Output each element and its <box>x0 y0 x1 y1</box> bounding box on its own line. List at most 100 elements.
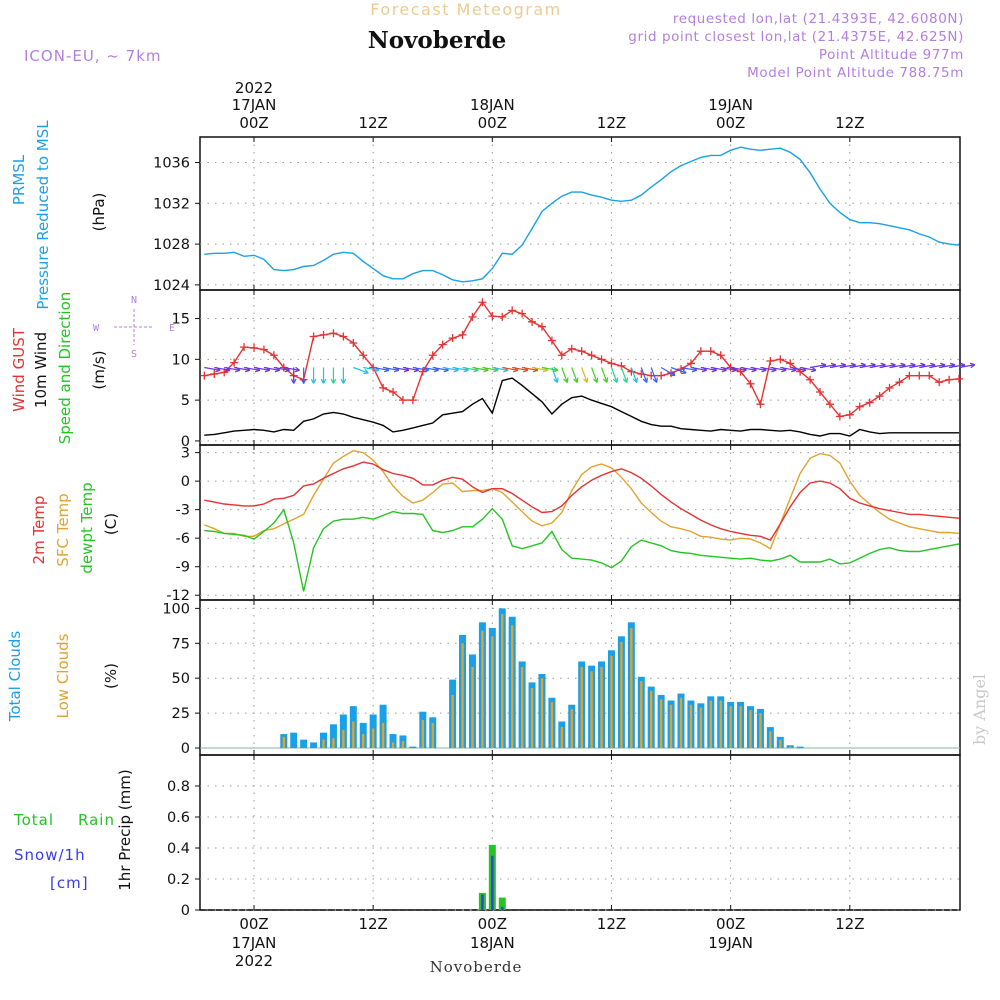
pressure-label: PRMSL <box>10 154 28 205</box>
gust-label: Wind GUST <box>10 327 28 412</box>
low-cloud-bar <box>371 728 375 749</box>
low-cloud-bar <box>769 731 772 749</box>
gust-marker <box>657 371 666 380</box>
bottom-time-label: 00Z <box>239 915 268 933</box>
snow-unit-label: [cm] <box>50 874 89 892</box>
gust-marker <box>885 383 894 392</box>
watermark: by Angel <box>970 674 989 745</box>
wind-arrow <box>650 367 658 383</box>
gust-marker <box>607 359 616 368</box>
wind-arrow <box>620 367 629 383</box>
low-cloud-bar <box>640 680 643 749</box>
snow-bar <box>491 855 494 910</box>
gust-marker <box>597 355 606 364</box>
gust-marker <box>756 400 765 409</box>
product-title: Forecast Meteogram <box>370 0 561 19</box>
total-cloud-bar <box>389 734 397 749</box>
gust-marker <box>518 309 527 318</box>
gust-marker <box>468 312 477 321</box>
y-tick-label: 100 <box>162 601 190 617</box>
top-time-label: 00Z <box>478 114 507 132</box>
low-cloud-bar <box>709 700 712 749</box>
low-cloud-bar <box>689 704 693 749</box>
top-time-label: 12Z <box>358 114 387 132</box>
wind-arrow <box>551 367 559 383</box>
low-cloud-bar <box>759 713 762 749</box>
wind-arrow <box>591 367 599 383</box>
gust-marker <box>845 410 854 419</box>
gust-marker <box>329 329 338 338</box>
sfc-temp-label: SFC Temp <box>54 493 72 566</box>
y-tick-label: 0 <box>181 434 190 450</box>
bottom-time-label: 00Z <box>716 915 745 933</box>
gust-marker <box>557 351 566 360</box>
gust-marker <box>537 322 546 331</box>
low-cloud-bar <box>540 678 544 749</box>
low-cloud-bar <box>699 707 703 749</box>
y-tick-label: -6 <box>176 531 190 547</box>
total-cloud-bar <box>329 724 337 749</box>
grid-point: grid point closest lon,lat (21.4375E, 42… <box>628 29 964 45</box>
panel-clouds: 0 25 50 75 100 <box>162 599 961 757</box>
gust-marker <box>309 332 318 341</box>
pressure-line <box>204 146 960 283</box>
low-cloud-bar <box>659 699 663 749</box>
low-cloud-bar <box>580 667 583 749</box>
location-title: Novoberde <box>368 27 507 54</box>
low-cloud-bar <box>501 613 504 749</box>
snow-bar <box>481 894 484 910</box>
gust-marker <box>915 371 924 380</box>
low-cloud-bar <box>729 706 732 749</box>
bottom-time-label: 12Z <box>597 915 626 933</box>
low-cloud-bar <box>570 708 573 749</box>
top-date-label: 17JAN <box>232 96 277 114</box>
rain-label: Rain <box>78 811 115 829</box>
y-tick-label: -9 <box>176 560 190 576</box>
low-cloud-bar <box>461 643 464 749</box>
total-cloud-bar <box>300 739 308 749</box>
wind-label: 10m Wind <box>32 332 50 408</box>
y-tick-label: 0.6 <box>167 810 190 826</box>
gust-marker <box>696 347 705 356</box>
gust-marker <box>398 396 407 405</box>
gust-marker <box>359 351 368 360</box>
gust-marker <box>508 306 517 315</box>
gust-marker <box>259 345 268 354</box>
gust-marker <box>408 396 417 405</box>
wind-unit: (m/s) <box>90 350 108 389</box>
gust-marker <box>488 312 497 321</box>
snow-label: Snow/1h <box>14 846 86 864</box>
gust-marker <box>547 336 556 345</box>
low-cloud-bar <box>590 671 593 749</box>
gust-marker <box>825 400 834 409</box>
gust-marker <box>269 351 278 360</box>
dewpt-label: dewpt Temp <box>78 482 96 573</box>
rain-bar <box>498 897 506 910</box>
low-cloud-bar <box>749 710 752 749</box>
gust-marker <box>716 351 725 360</box>
y-tick-label: -12 <box>166 588 190 604</box>
low-cloud-bar <box>401 741 405 749</box>
low-cloud-bar <box>520 667 524 749</box>
low-cloud-bar <box>491 636 494 749</box>
wind-arrow <box>600 367 609 383</box>
y-tick-label: 25 <box>172 706 190 722</box>
bottom-time-label: 12Z <box>358 915 387 933</box>
gust-marker <box>567 344 576 353</box>
gust-marker <box>875 392 884 401</box>
precipitation-frame <box>199 754 961 911</box>
sfc-temp-line <box>204 449 960 550</box>
gust-marker <box>746 379 755 388</box>
footer-location: Novoberde <box>430 958 523 976</box>
gust-marker <box>945 375 954 384</box>
top-date-label: 19JAN <box>708 96 753 114</box>
low-clouds-label: Low Clouds <box>54 633 72 718</box>
y-tick-label: 15 <box>172 312 190 328</box>
y-tick-label: 0 <box>181 741 190 757</box>
y-tick-label: 0 <box>181 474 190 490</box>
y-tick-label: -3 <box>176 503 190 519</box>
bottom-date-label: 17JAN <box>232 934 277 952</box>
wind-arrow <box>353 366 369 375</box>
